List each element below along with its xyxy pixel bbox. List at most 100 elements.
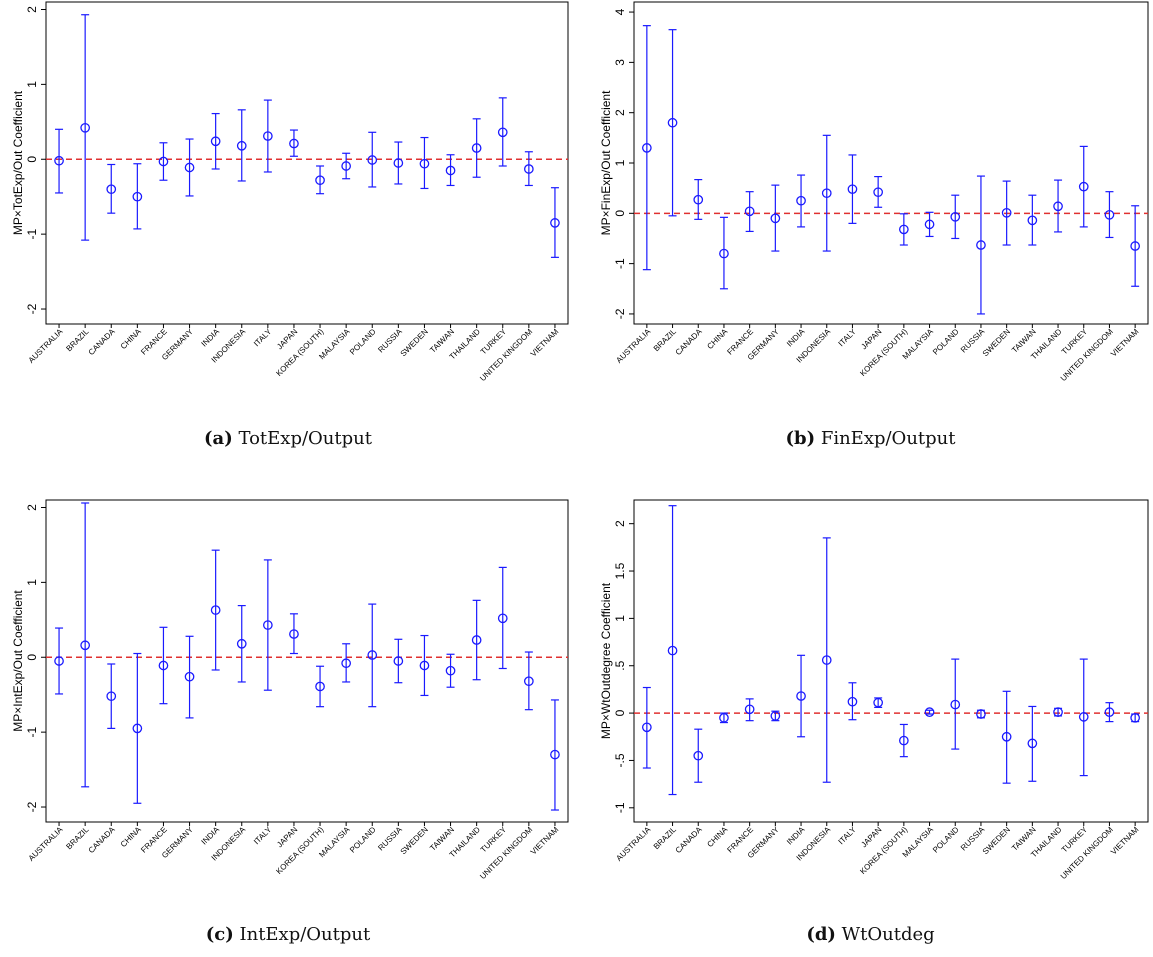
chart-svg: -1 -.5 0 .5 1 1.5 2 MP×WtOutdegree Coefficient A… <box>599 499 1149 881</box>
point-estimate <box>1130 712 1141 723</box>
estimate-group <box>719 712 729 724</box>
estimate-group <box>1130 205 1141 287</box>
estimate-group <box>158 142 169 181</box>
point-estimate <box>236 140 247 151</box>
estimate-group <box>106 663 117 729</box>
point-estimate <box>693 194 704 205</box>
caption-d-label: (d) <box>806 924 836 945</box>
estimate-group <box>924 707 935 717</box>
point-estimate <box>106 184 117 195</box>
point-estimate <box>471 635 482 645</box>
point-estimate <box>1053 201 1063 212</box>
x-tick-label: ITALY <box>837 825 859 847</box>
estimate-group <box>744 698 755 722</box>
estimate-group <box>770 184 781 252</box>
point-estimate <box>1130 241 1141 251</box>
estimate-group <box>184 635 195 719</box>
estimate-group <box>550 699 560 811</box>
point-estimate <box>744 704 755 715</box>
estimate-group <box>873 697 883 709</box>
x-tick-label: KOREA (SOUTH) <box>858 327 909 378</box>
y-tick-label: 4 <box>613 8 627 15</box>
estimate-group <box>445 653 456 688</box>
point-estimate <box>262 131 273 141</box>
x-tick-label: UNITED KINGDOM <box>478 825 534 881</box>
point-estimate <box>419 660 430 671</box>
estimate-group <box>950 658 961 750</box>
estimate-group <box>550 187 560 258</box>
x-tick-label: POLAND <box>931 327 961 357</box>
point-estimate <box>471 143 482 153</box>
x-tick-label: INDIA <box>200 825 222 847</box>
point-estimate <box>550 749 560 760</box>
estimate-group <box>497 566 508 670</box>
point-estimate <box>1027 215 1038 226</box>
y-tick-label: 1 <box>25 579 39 586</box>
x-tick-label: CHINA <box>705 825 729 849</box>
estimate-group <box>289 129 299 157</box>
point-estimate <box>821 655 832 665</box>
caption-b: (b) FinExp/Output <box>588 428 1153 449</box>
estimate-group <box>1053 707 1063 717</box>
estimate-group <box>54 128 64 194</box>
point-estimate <box>641 143 652 153</box>
point-estimate <box>393 158 404 168</box>
caption-a-label: (a) <box>204 428 233 449</box>
estimate-group <box>523 151 534 187</box>
estimate-group <box>796 174 806 228</box>
x-tick-label: AUSTRALIA <box>27 327 65 365</box>
chart-svg: -2 -1 0 1 2 3 4 MP×FinExp/Out Coefficient AUSTRA… <box>599 1 1149 383</box>
estimate-group <box>80 14 91 241</box>
estimate-group <box>262 99 273 173</box>
x-tick-label: VIETNAM <box>1109 825 1141 857</box>
plot-frame <box>633 1 1149 325</box>
caption-c: (c) IntExp/Output <box>0 924 576 945</box>
point-estimate <box>770 711 781 721</box>
estimate-group <box>419 136 430 190</box>
y-tick-label: -2 <box>25 801 39 812</box>
plot-frame <box>45 499 569 823</box>
point-estimate <box>898 735 909 746</box>
estimate-group <box>976 709 986 719</box>
estimate-group <box>667 505 678 796</box>
estimate-group <box>236 604 247 683</box>
point-estimate <box>796 691 806 701</box>
point-estimate <box>873 697 883 708</box>
estimate-group <box>821 537 832 783</box>
y-tick-label: 1 <box>613 159 627 166</box>
x-tick-label: JAPAN <box>275 825 299 849</box>
point-estimate <box>341 161 351 171</box>
estimate-group <box>80 502 91 788</box>
estimate-group <box>523 651 534 711</box>
point-estimate <box>1078 712 1089 722</box>
estimate-group <box>471 599 482 681</box>
point-estimate <box>497 127 508 138</box>
x-tick-label: SWEDEN <box>399 327 430 358</box>
point-estimate <box>1078 181 1089 192</box>
x-tick-label: POLAND <box>931 825 961 855</box>
x-tick-label: CANADA <box>87 825 117 855</box>
estimate-group <box>1078 145 1089 228</box>
point-estimate <box>210 136 221 147</box>
point-estimate <box>80 122 91 133</box>
estimate-group <box>847 682 858 721</box>
point-estimate <box>873 187 883 198</box>
y-tick-label: 1 <box>25 81 39 88</box>
x-tick-label: SWEDEN <box>981 825 1012 856</box>
estimate-group <box>132 163 143 230</box>
y-tick-label: -1 <box>25 228 39 239</box>
point-estimate <box>1053 707 1063 717</box>
y-tick-label: 2 <box>613 520 627 527</box>
point-estimate <box>236 638 247 649</box>
plot-frame <box>45 1 569 325</box>
estimate-group <box>770 710 781 722</box>
y-tick-label: 1.5 <box>613 562 627 579</box>
estimate-group <box>1078 658 1089 777</box>
estimate-group <box>497 97 508 167</box>
x-tick-label: AUSTRALIA <box>614 327 652 365</box>
x-tick-label: CHINA <box>119 825 143 849</box>
estimate-group <box>393 638 404 684</box>
point-estimate <box>523 676 534 687</box>
caption-a: (a) TotExp/Output <box>0 428 576 449</box>
point-estimate <box>898 224 909 235</box>
